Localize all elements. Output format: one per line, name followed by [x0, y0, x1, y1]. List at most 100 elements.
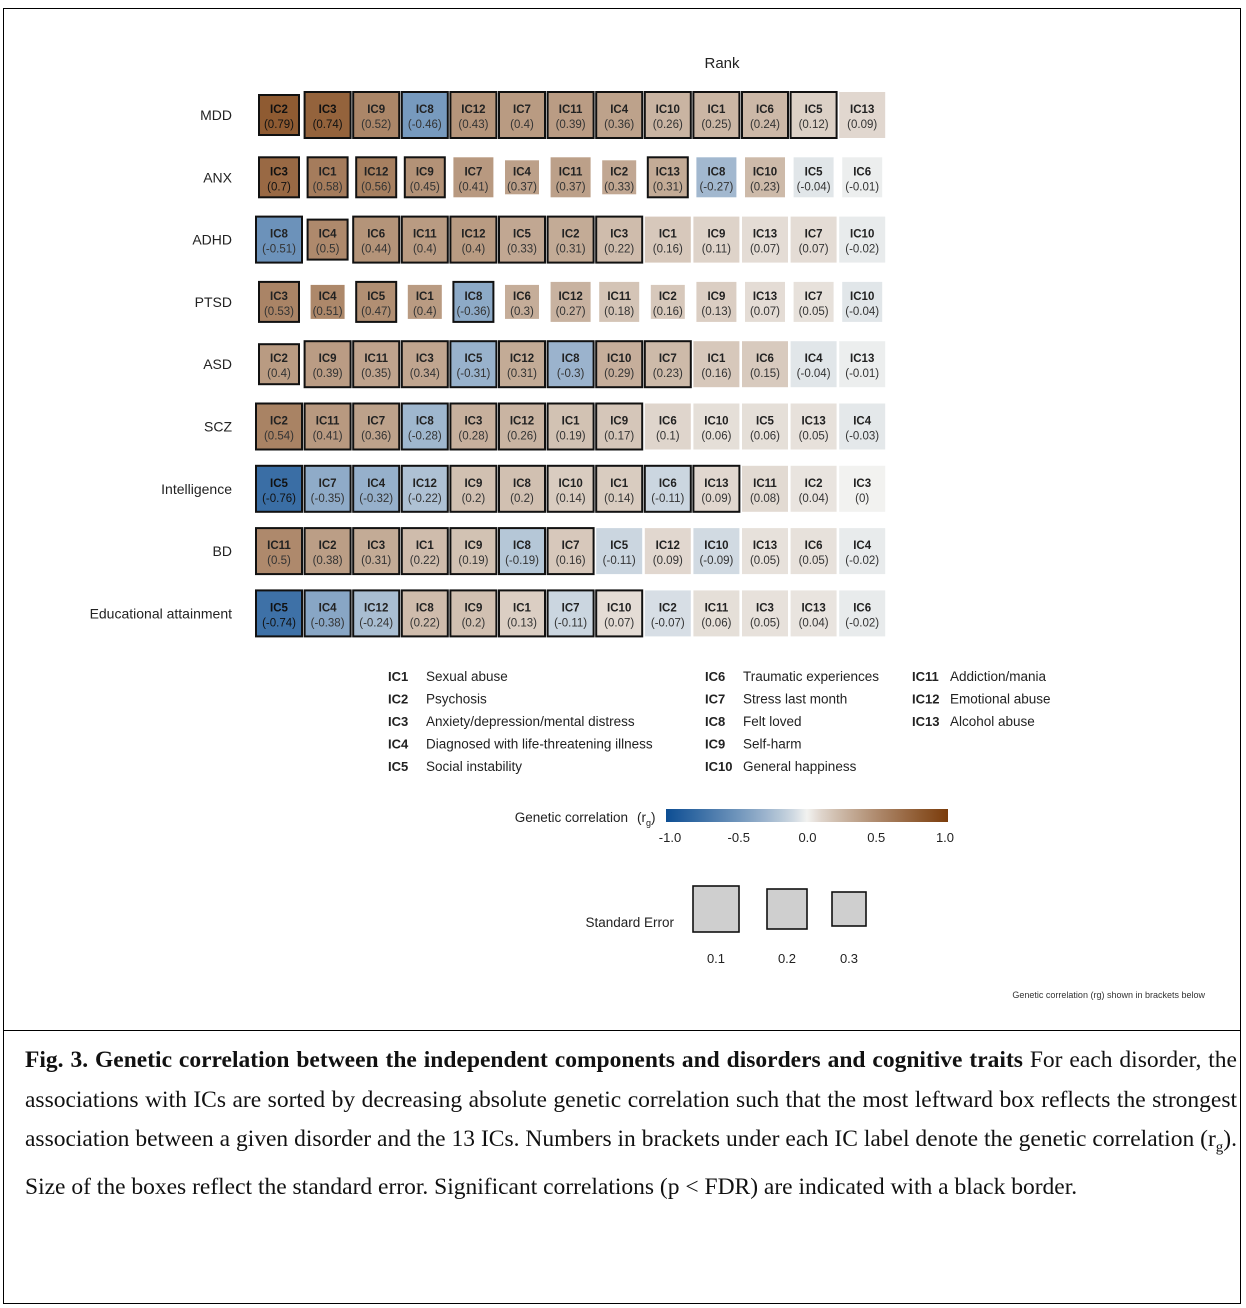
cell-rg-value: (0.58) [313, 181, 343, 193]
heatmap-cell: IC9 (0.19) [449, 527, 498, 576]
cell-rg-value: (-0.02) [845, 617, 879, 629]
heatmap-cell: IC6 (-0.11) [643, 464, 692, 513]
heatmap-cell: IC2 (0.38) [303, 527, 352, 576]
ic-legend-code: IC6 [705, 669, 725, 684]
cell-ic-label: IC10 [753, 166, 777, 178]
cell-ic-label: IC7 [562, 540, 580, 552]
cell-rg-value: (-0.74) [262, 617, 296, 629]
cell-rg-value: (0.47) [361, 306, 391, 318]
heatmap-cell: IC9 (0.11) [693, 216, 740, 263]
cell-rg-value: (-0.03) [845, 431, 879, 443]
cell-rg-value: (0.11) [702, 244, 731, 256]
heatmap-cell: IC9 (0.17) [595, 402, 644, 451]
cell-ic-label: IC3 [270, 166, 288, 178]
cell-rg-value: (0.15) [750, 368, 780, 380]
cell-ic-label: IC3 [319, 104, 337, 116]
cell-rg-value: (0.38) [313, 555, 343, 567]
cell-ic-label: IC5 [610, 540, 629, 552]
cell-rg-value: (0.54) [264, 431, 294, 443]
heatmap-cell: IC10 (0.07) [595, 589, 644, 638]
cell-ic-label: IC11 [753, 478, 777, 490]
cell-rg-value: (0.27) [556, 306, 586, 318]
cell-ic-label: IC10 [704, 540, 728, 552]
cell-box [498, 402, 546, 451]
heatmap-cell: IC4 (0.37) [505, 160, 539, 195]
cell-ic-label: IC9 [707, 291, 725, 303]
cell-box [452, 280, 495, 323]
cell-rg-value: (0.53) [264, 306, 294, 318]
cell-ic-label: IC12 [364, 602, 388, 614]
cell-rg-value: (-0.31) [456, 368, 490, 380]
cell-rg-value: (-0.19) [505, 555, 539, 567]
cell-box [498, 91, 546, 139]
cell-box [550, 281, 591, 322]
heatmap-cell: IC3 (0.28) [449, 402, 498, 451]
size-legend-value: 0.2 [778, 951, 796, 966]
heatmap-cell: IC4 (-0.38) [303, 589, 352, 638]
cell-rg-value: (0.16) [653, 244, 683, 256]
cell-rg-value: (-0.04) [845, 306, 879, 318]
heatmap-cell: IC11 (0.41) [303, 402, 352, 451]
cell-ic-label: IC3 [756, 602, 774, 614]
cell-ic-label: IC5 [805, 166, 824, 178]
cell-box [793, 281, 834, 322]
cell-ic-label: IC13 [850, 353, 874, 365]
heatmap-cell: IC11 (0.37) [550, 157, 591, 198]
heatmap-cell: IC2 (0.4) [258, 343, 300, 386]
heatmap-cell: IC8 (0.2) [498, 464, 546, 513]
heatmap-cell: IC12 (-0.22) [400, 464, 449, 513]
cell-rg-value: (-0.35) [311, 493, 345, 505]
cell-box [505, 160, 539, 195]
cell-box [505, 284, 539, 319]
cell-box [643, 464, 692, 513]
colorbar-label: Genetic correlation [515, 810, 628, 825]
cell-ic-label: IC13 [704, 478, 728, 490]
cell-rg-value: (-0.01) [845, 368, 879, 380]
cell-ic-label: IC13 [753, 229, 777, 241]
cell-box [498, 464, 546, 513]
heatmap-cell: IC2 (0.31) [546, 215, 595, 264]
cell-ic-label: IC1 [416, 291, 435, 303]
cell-ic-label: IC9 [416, 166, 434, 178]
cell-ic-label: IC4 [367, 478, 386, 490]
cell-ic-label: IC12 [510, 416, 534, 428]
cell-ic-label: IC12 [461, 104, 485, 116]
cell-ic-label: IC5 [805, 104, 824, 116]
heatmap-cell: IC3(0) [839, 465, 886, 512]
colorbar-tick: 0.0 [798, 830, 816, 845]
heatmap-cell: IC1 (0.58) [306, 156, 349, 199]
cell-box [696, 157, 737, 198]
cell-box [790, 528, 837, 575]
heatmap-cell: IC13 (0.09) [839, 92, 886, 138]
cell-rg-value: (-0.27) [699, 181, 733, 193]
ic-legend-name: Stress last month [743, 692, 847, 707]
heatmap-cell: IC6 (-0.01) [842, 157, 883, 198]
heatmap-cell: IC11 (0.5) [255, 527, 303, 576]
cell-box [595, 589, 644, 638]
cell-box [596, 528, 643, 575]
heatmap-cell: IC2 (0.04) [790, 465, 837, 512]
cell-box [449, 527, 498, 576]
cell-rg-value: (0.2) [462, 617, 486, 629]
cell-box [258, 280, 300, 323]
cell-rg-value: (0.26) [507, 431, 537, 443]
heatmap-cell: IC5 (-0.04) [793, 157, 834, 198]
colorbar-tick: -1.0 [659, 830, 681, 845]
caption-text-1: For each disorder, the associations with… [25, 1047, 1237, 1152]
cell-rg-value: (0.31) [361, 555, 391, 567]
cell-rg-value: (0.51) [313, 306, 343, 318]
cell-ic-label: IC6 [513, 291, 531, 303]
cell-rg-value: (0.19) [458, 555, 488, 567]
heatmap-cell: IC2 (0.79) [258, 94, 300, 136]
cell-ic-label: IC4 [319, 229, 338, 241]
heatmap-cell: IC1 (0.25) [692, 91, 741, 139]
cell-ic-label: IC10 [607, 353, 631, 365]
cell-rg-value: (0.05) [799, 306, 829, 318]
ic-legend-code: IC10 [705, 759, 732, 774]
cell-rg-value: (-0.04) [797, 181, 831, 193]
cell-box [303, 340, 352, 389]
cell-ic-label: IC5 [270, 478, 289, 490]
cell-box [742, 403, 788, 450]
ic-legend-name: Anxiety/depression/mental distress [426, 714, 635, 729]
ic-legend-name: General happiness [743, 759, 857, 774]
